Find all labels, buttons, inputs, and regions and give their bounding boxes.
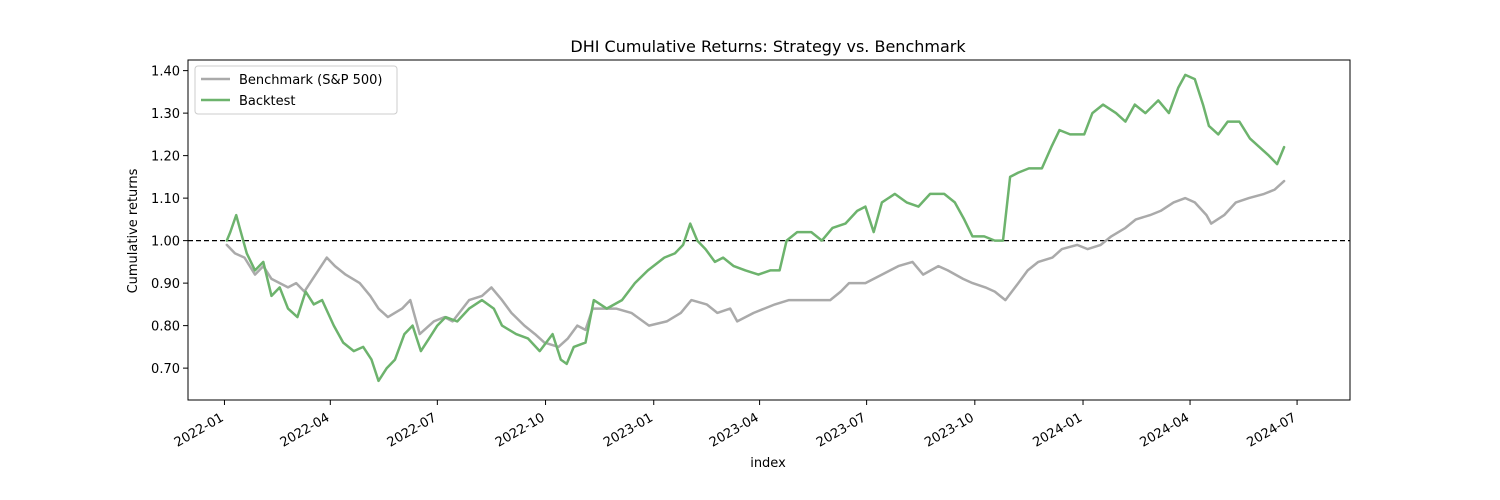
x-axis-label: index <box>750 456 786 471</box>
legend: Benchmark (S&P 500) Backtest <box>194 65 398 115</box>
series-line-0 <box>225 179 1286 349</box>
y-axis-label: Cumulative returns <box>126 168 141 293</box>
series-line-1 <box>225 73 1286 383</box>
y-tick-label: 0.80 <box>151 320 180 335</box>
legend-label-0: Benchmark (S&P 500) <box>239 73 383 88</box>
x-tick-label: 2023-04 <box>707 410 762 450</box>
y-tick-label: 1.10 <box>151 192 180 207</box>
plot-frame <box>187 59 1351 401</box>
x-tick-label: 2024-07 <box>1245 410 1300 450</box>
y-tick-label: 1.20 <box>151 150 180 165</box>
x-axis-ticks: 2022-01 2022-04 2022-07 2022-10 2023-01 2023-… <box>172 400 1299 451</box>
x-tick-label: 2022-04 <box>278 410 333 450</box>
x-tick-label: 2023-10 <box>922 410 977 450</box>
y-axis-ticks: 0.70 0.80 0.90 1.00 1.10 1.20 1.30 1.40 <box>151 65 188 377</box>
y-tick-label: 0.90 <box>151 277 180 292</box>
chart-title: DHI Cumulative Returns: Strategy vs. Ben… <box>570 37 966 56</box>
x-tick-label: 2024-04 <box>1137 410 1192 450</box>
y-tick-label: 0.70 <box>151 362 180 377</box>
y-tick-label: 1.30 <box>151 107 180 122</box>
y-tick-label: 1.00 <box>151 235 180 250</box>
x-tick-label: 2022-10 <box>493 410 548 450</box>
x-tick-label: 2023-07 <box>814 410 869 450</box>
x-tick-label: 2023-01 <box>601 410 656 450</box>
x-tick-label: 2022-07 <box>385 410 440 450</box>
y-tick-label: 1.40 <box>151 65 180 80</box>
legend-box <box>194 65 398 115</box>
legend-label-1: Backtest <box>239 94 296 109</box>
plot-area <box>188 73 1350 383</box>
x-tick-label: 2022-01 <box>172 410 227 450</box>
x-tick-label: 2024-01 <box>1030 410 1085 450</box>
